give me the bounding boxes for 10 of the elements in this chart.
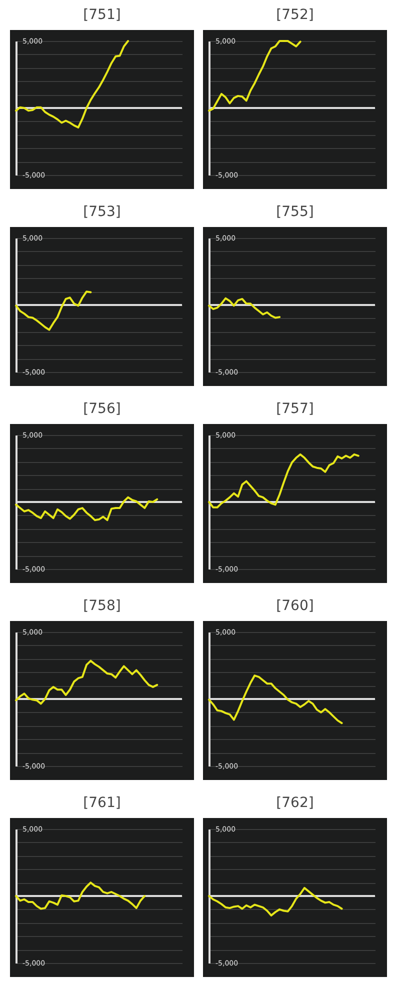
chart-title: [762] bbox=[275, 794, 315, 813]
chart-title: [755] bbox=[275, 203, 315, 222]
chart-title: [761] bbox=[82, 794, 122, 813]
chart-title: [757] bbox=[275, 400, 315, 419]
chart-title: [752] bbox=[275, 6, 315, 25]
chart-title: [753] bbox=[82, 203, 122, 222]
chart-title: [756] bbox=[82, 400, 122, 419]
chart-title: [751] bbox=[82, 6, 122, 25]
chart-title: [758] bbox=[82, 597, 122, 616]
chart-title: [760] bbox=[275, 597, 315, 616]
